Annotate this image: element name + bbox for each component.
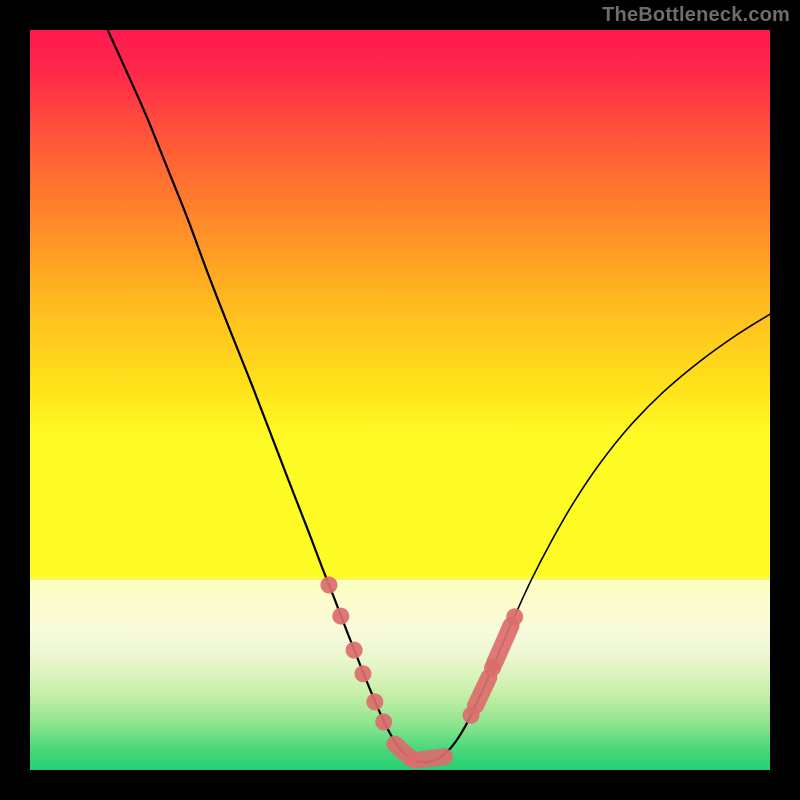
chart-background	[30, 30, 770, 770]
plot-area	[30, 30, 770, 770]
watermark-text: TheBottleneck.com	[602, 4, 790, 27]
chart-svg	[30, 30, 770, 770]
